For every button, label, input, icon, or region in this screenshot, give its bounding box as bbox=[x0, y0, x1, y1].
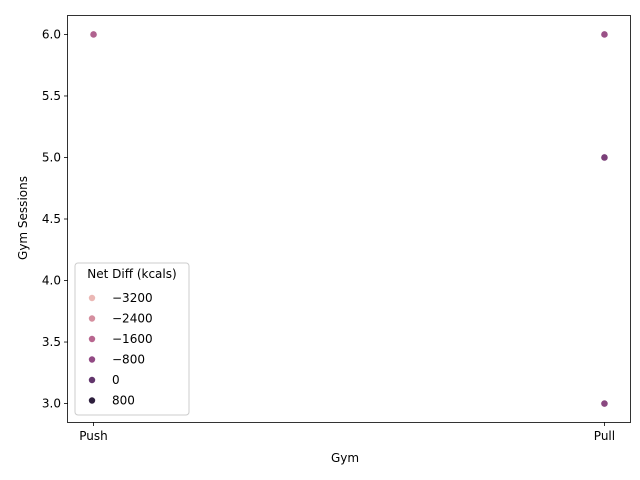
legend-marker bbox=[88, 335, 96, 343]
y-tick-label: 6.0 bbox=[42, 27, 61, 41]
legend-label: 0 bbox=[112, 373, 120, 387]
legend-label: −3200 bbox=[112, 291, 153, 305]
legend-box bbox=[74, 262, 190, 416]
data-point bbox=[600, 30, 609, 39]
data-points bbox=[89, 30, 609, 408]
y-tick-label: 5.5 bbox=[42, 89, 61, 103]
x-tick-label: Push bbox=[79, 429, 108, 443]
legend: Net Diff (kcals) −3200 −2400 −1600 −800 0 800 bbox=[74, 262, 190, 416]
data-point bbox=[600, 399, 609, 408]
legend-marker bbox=[88, 294, 96, 302]
y-tick-label: 3.5 bbox=[42, 335, 61, 349]
legend-label: −1600 bbox=[112, 332, 153, 346]
y-tick-label: 4.0 bbox=[42, 274, 61, 288]
legend-marker bbox=[88, 397, 96, 404]
legend-marker bbox=[88, 315, 96, 322]
y-axis-label: Gym Sessions bbox=[16, 176, 30, 260]
legend-marker bbox=[88, 356, 96, 363]
y-tick-label: 3.0 bbox=[42, 397, 61, 411]
data-point bbox=[89, 30, 98, 39]
legend-marker bbox=[88, 376, 96, 384]
x-tick-label: Pull bbox=[594, 429, 615, 443]
y-axis: 3.0 3.5 4.0 4.5 5.0 5.5 6.0 bbox=[42, 27, 68, 411]
legend-title: Net Diff (kcals) bbox=[87, 267, 176, 281]
data-point bbox=[600, 153, 609, 162]
legend-label: 800 bbox=[112, 394, 135, 408]
legend-label: −800 bbox=[112, 353, 145, 367]
x-axis: Push Pull bbox=[79, 422, 615, 443]
x-axis-label: Gym bbox=[331, 451, 359, 465]
legend-label: −2400 bbox=[112, 312, 153, 326]
y-tick-label: 4.5 bbox=[42, 212, 61, 226]
y-tick-label: 5.0 bbox=[42, 150, 61, 164]
